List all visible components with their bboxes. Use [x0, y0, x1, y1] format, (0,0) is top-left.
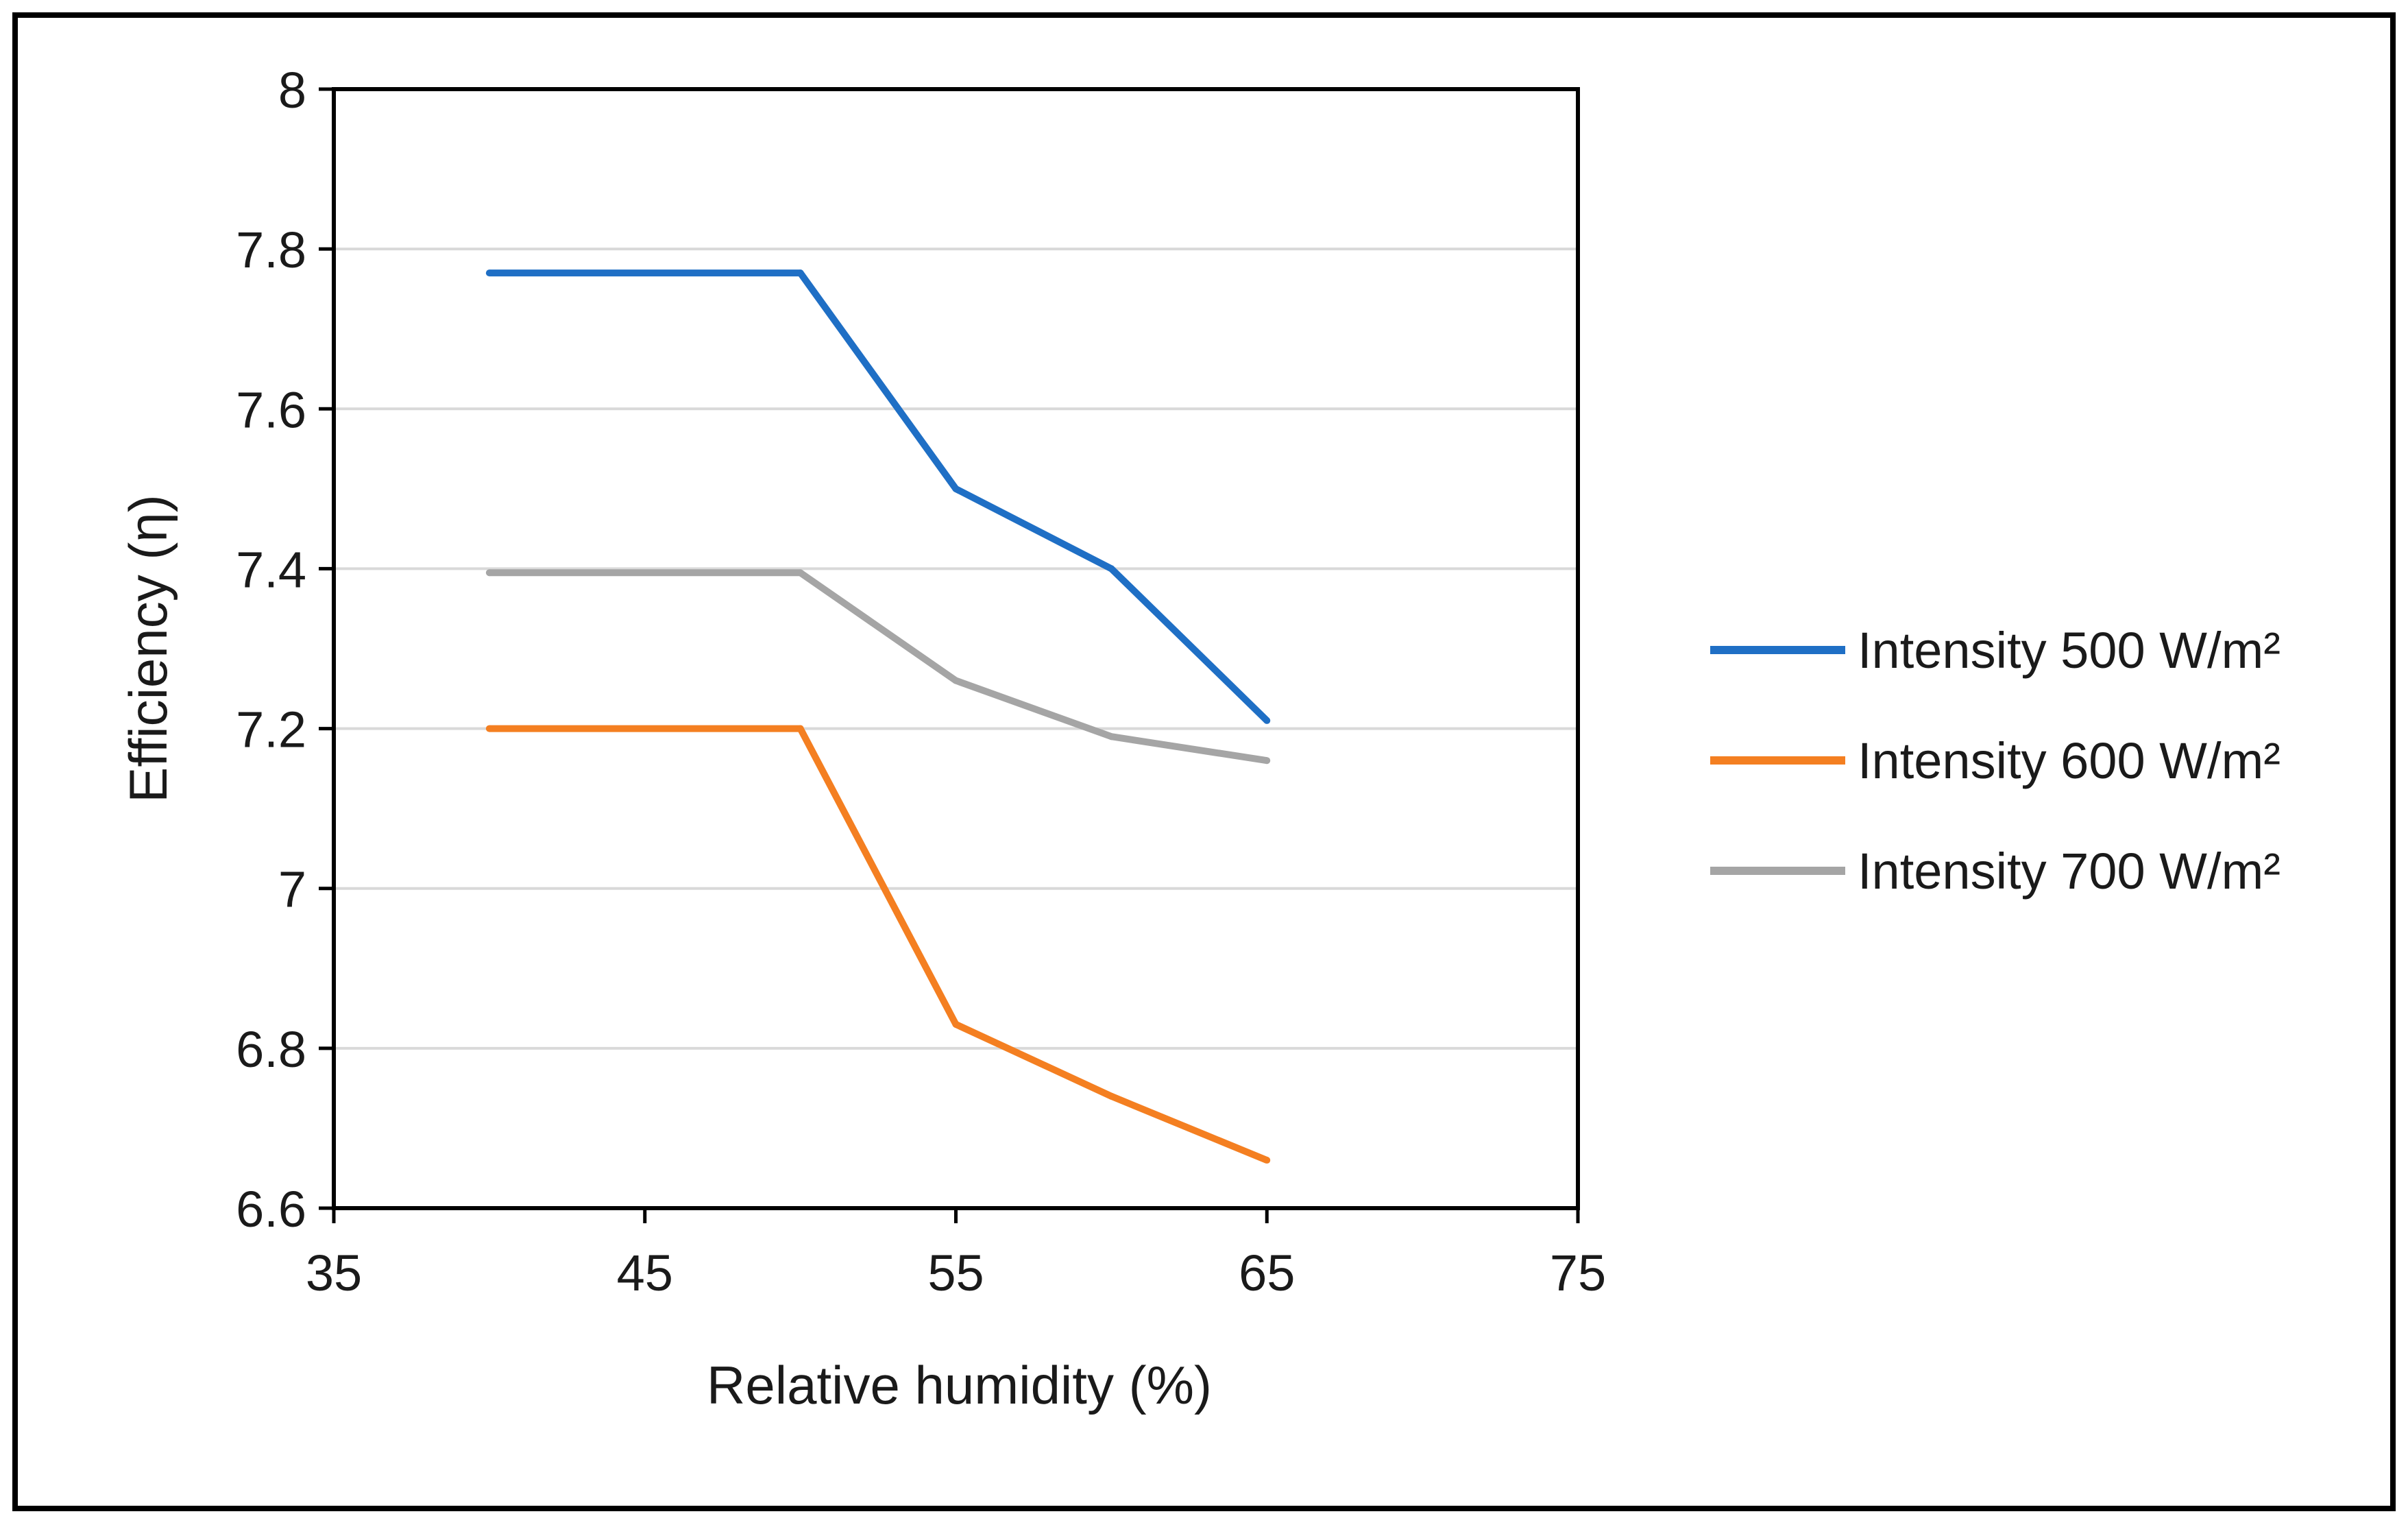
data-point: [1108, 565, 1115, 573]
x-axis-title: Relative humidity (%): [707, 1355, 1212, 1415]
y-tick-label: 7.2: [236, 701, 306, 758]
axis-ticks: [319, 87, 1580, 1223]
data-point: [1263, 1157, 1271, 1164]
data-point: [952, 677, 960, 684]
data-point: [1108, 1092, 1115, 1100]
legend-label-1: Intensity 500 W/m²: [1858, 622, 2281, 679]
legend: Intensity 500 W/m² Intensity 600 W/m² Inte…: [1710, 622, 2281, 900]
data-point: [1263, 757, 1271, 765]
data-point: [485, 269, 493, 277]
x-tick-label: 45: [617, 1245, 673, 1301]
x-tick-label: 35: [306, 1245, 362, 1301]
y-axis-title: Efficiency (η): [118, 494, 178, 802]
data-point: [1108, 733, 1115, 741]
y-tick-label: 7.6: [236, 381, 306, 438]
data-point: [1263, 717, 1271, 724]
y-tick-label: 7.8: [236, 221, 306, 278]
data-point: [485, 725, 493, 732]
data-point: [952, 1020, 960, 1028]
y-tick-label: 7: [278, 861, 306, 918]
data-point: [796, 269, 804, 277]
x-tick-label: 65: [1239, 1245, 1295, 1301]
x-tick-label: 75: [1550, 1245, 1606, 1301]
tick-labels: 6.6 6.8 7 7.2 7.4 7.6 7.8 8 35 45 55 65 75: [236, 62, 1606, 1301]
legend-label-2: Intensity 600 W/m²: [1858, 732, 2281, 789]
y-tick-label: 7.4: [236, 541, 306, 598]
data-point: [485, 569, 493, 577]
data-point: [952, 485, 960, 492]
y-tick-label: 6.6: [236, 1181, 306, 1238]
figure-frame: [12, 12, 2396, 1511]
x-tick-label: 55: [927, 1245, 984, 1301]
legend-label-3: Intensity 700 W/m²: [1858, 843, 2281, 900]
series-lines: [485, 269, 1271, 1164]
data-point: [796, 569, 804, 577]
y-tick-label: 6.8: [236, 1021, 306, 1078]
y-tick-label: 8: [278, 62, 306, 119]
data-point: [796, 725, 804, 732]
